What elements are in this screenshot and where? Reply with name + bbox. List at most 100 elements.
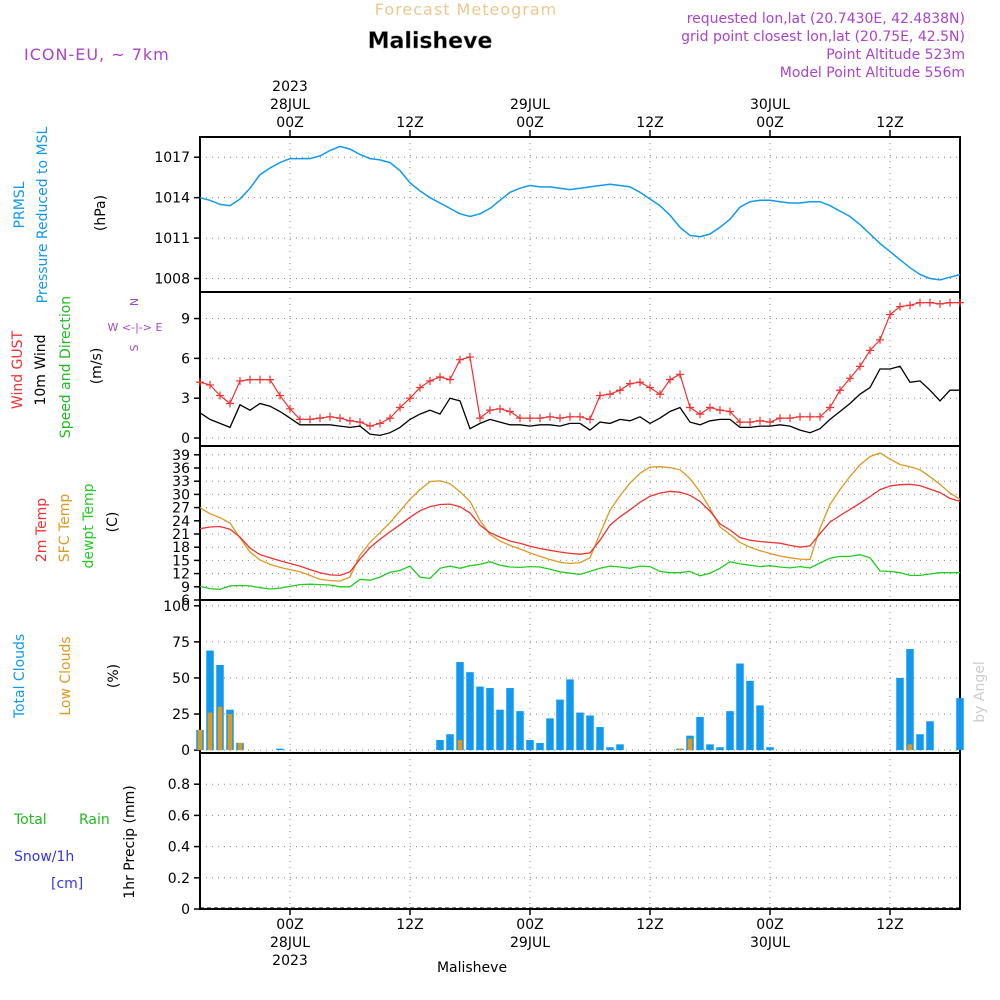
- time-axis-top-label: 00Z: [756, 115, 783, 131]
- wind-gust-marker: [906, 301, 914, 310]
- time-axis-bottom-label: 12Z: [396, 917, 423, 933]
- clouds-ytick-label: 75: [172, 635, 190, 651]
- wind-ytick-label: 0: [181, 431, 190, 447]
- wind-gust-marker: [776, 414, 784, 423]
- total-clouds-bar: [606, 747, 614, 751]
- wind-gust-marker: [316, 414, 324, 423]
- clouds-ytick-label: 100: [163, 599, 190, 615]
- wind-ytick-label: 9: [181, 312, 190, 328]
- plot-layer: 1008101110141017036969121518212427303336…: [154, 79, 964, 969]
- wind-gust-marker: [576, 412, 584, 421]
- total-clouds-bar: [736, 663, 744, 751]
- wind-gust-marker: [446, 375, 454, 384]
- time-axis-top-label: 29JUL: [510, 97, 550, 113]
- compass-west-east: W <-|-> E: [108, 321, 163, 334]
- wind-gust-marker: [876, 335, 884, 344]
- wind-gust-marker: [496, 404, 504, 413]
- low-clouds-bar: [457, 740, 463, 751]
- wind-gust-marker: [676, 370, 684, 379]
- wind-gust-marker: [646, 383, 654, 392]
- footer-location: Malisheve: [437, 960, 507, 976]
- wind-gust-marker: [956, 298, 964, 307]
- wind-gust-marker: [476, 414, 484, 423]
- wind-10m-label: 10m Wind: [33, 334, 49, 405]
- temperature-ytick-label: 15: [172, 553, 190, 569]
- wind-gust-marker: [666, 375, 674, 384]
- low-clouds-bar: [227, 714, 233, 751]
- precip-frame: [199, 752, 961, 910]
- wind-gust-marker: [886, 310, 894, 319]
- wind-gust-marker: [756, 416, 764, 425]
- temperature-ytick-label: 9: [181, 580, 190, 596]
- temperature-ytick-label: 39: [172, 448, 190, 464]
- pressure-ytick-label: 1008: [154, 272, 190, 288]
- temperature-ytick-label: 21: [172, 527, 190, 543]
- low-clouds-bar: [907, 744, 913, 751]
- precip-axis-label: 1hr Precip (mm): [122, 785, 138, 898]
- wind-gust-marker: [736, 418, 744, 427]
- model-name: ICON-EU, ~ 7km: [24, 45, 170, 64]
- wind-gust-marker: [686, 403, 694, 412]
- temperature-ytick-label: 24: [172, 514, 190, 530]
- time-axis-top-label: 12Z: [396, 115, 423, 131]
- time-axis-top-label: 28JUL: [270, 97, 310, 113]
- total-clouds-bar: [956, 698, 964, 751]
- wind-gust-marker: [406, 394, 414, 403]
- temperature-ytick-label: 30: [172, 487, 190, 503]
- wind-gust-marker: [626, 379, 634, 388]
- pressure-line: [199, 145, 961, 281]
- time-axis-bottom-label: 00Z: [276, 917, 303, 933]
- low-clouds-label: Low Clouds: [58, 636, 74, 715]
- total-clouds-bar: [616, 744, 624, 751]
- low-clouds-bar: [217, 706, 223, 751]
- time-axis-top-label: 12Z: [876, 115, 903, 131]
- total-clouds-bar: [436, 740, 444, 751]
- wind-ytick-label: 6: [181, 351, 190, 367]
- wind-gust-marker: [606, 390, 614, 399]
- total-clouds-bar: [696, 716, 704, 751]
- wind-gust-marker: [336, 414, 344, 423]
- pressure-ytick-label: 1011: [154, 231, 190, 247]
- low-clouds-bar: [207, 712, 213, 751]
- wind-gust-marker: [586, 415, 594, 424]
- rain-label-rain: Rain: [79, 812, 110, 828]
- total-clouds-bar: [536, 742, 544, 751]
- total-clouds-bar: [526, 740, 534, 751]
- wind-gust-marker: [806, 412, 814, 421]
- total-clouds-bar: [476, 686, 484, 751]
- time-axis-top-label: 00Z: [276, 115, 303, 131]
- total-clouds-bar: [596, 727, 604, 751]
- temp-2m-label: 2m Temp: [34, 498, 50, 562]
- total-clouds-bar: [556, 699, 564, 751]
- wind-gust-marker: [196, 378, 204, 387]
- total-clouds-label: Total Clouds: [12, 634, 28, 719]
- precip-ytick-label: 0.4: [168, 840, 190, 856]
- low-clouds-bar: [237, 742, 243, 751]
- credit-watermark: by Angel: [972, 661, 988, 722]
- low-clouds-bar: [687, 738, 693, 751]
- wind-gust-marker: [326, 412, 334, 421]
- total-clouds-bar: [466, 672, 474, 751]
- total-clouds-bar: [726, 711, 734, 751]
- wind-gust-marker: [466, 353, 474, 362]
- wind-gust-marker: [346, 416, 354, 425]
- snow-label: Snow/1h: [14, 849, 74, 865]
- time-axis-bottom-label: 12Z: [876, 917, 903, 933]
- wind-gust-marker: [206, 380, 214, 389]
- wind-gust-marker: [656, 390, 664, 399]
- wind-gust-marker: [506, 407, 514, 416]
- wind-gust-marker: [836, 386, 844, 395]
- wind-gust-marker: [486, 406, 494, 415]
- temperature-ytick-label: 6: [181, 593, 190, 609]
- point-altitude: Point Altitude 523m: [826, 47, 965, 63]
- total-clouds-bar: [756, 705, 764, 751]
- low-clouds-bar: [677, 748, 683, 751]
- temp-2m-line: [199, 483, 961, 577]
- dewpt-line: [199, 554, 960, 591]
- time-axis-bottom-label: 28JUL: [270, 935, 310, 951]
- wind-gust-marker: [276, 391, 284, 400]
- product-title: Forecast Meteogram: [375, 0, 557, 19]
- wind-gust-marker: [896, 302, 904, 311]
- wind-ytick-label: 3: [181, 391, 190, 407]
